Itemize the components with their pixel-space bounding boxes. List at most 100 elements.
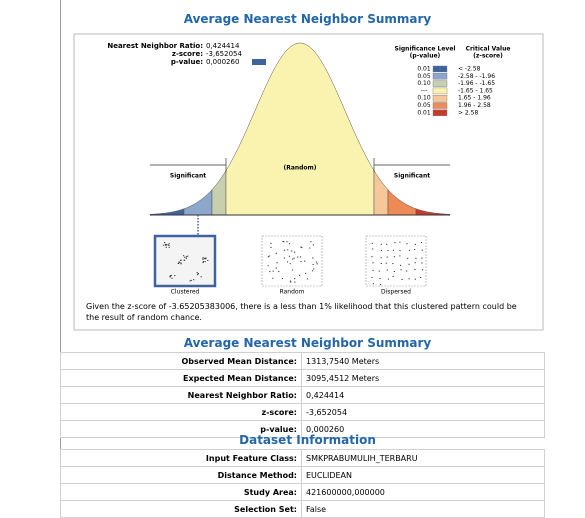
pattern-dot [294,278,295,279]
pattern-dot [379,278,380,279]
label: Study Area: [61,484,302,501]
pattern-dot [421,258,422,259]
pattern-dot [294,258,295,259]
pattern-dot [273,271,274,272]
legend-z: 1.96 - 2.58 [458,102,491,109]
pattern-dot [393,250,394,251]
legend-p: 0.05 [417,73,431,80]
pattern-dot [401,269,402,270]
pattern-dot [197,272,198,273]
value: False [302,501,545,518]
pattern-dot [372,249,373,250]
pattern-dot [381,244,382,245]
pattern-dot [168,244,169,245]
pattern-dot [284,258,285,259]
row: Expected Mean Distance:3095,4512 Meters [61,370,545,387]
pattern-dot [197,274,198,275]
curve-region [226,43,374,215]
row: Study Area:421600000,000000 [61,484,545,501]
pattern-dot [294,282,295,283]
legend-z: 1.65 - 1.96 [458,95,491,102]
stat-label: p-value: [171,58,203,66]
pattern-dot [191,280,192,281]
pattern-dot [310,241,311,242]
legend-p: 0.01 [417,109,431,116]
pattern-dot [290,281,291,282]
pattern-dot [286,241,287,242]
pattern-dot [313,269,314,270]
curve-label: Significant [394,173,430,180]
legend-header: Significance Level [395,46,456,53]
pattern-dot [407,258,408,259]
pattern-dot [276,262,277,263]
row: Selection Set:False [61,501,545,518]
pattern-dot [183,255,184,256]
pattern-dot [304,261,305,262]
pattern-box [155,236,215,286]
pattern-dot [174,275,175,276]
pattern-dot [203,261,204,262]
label: z-score: [61,404,302,421]
pattern-dot [181,260,182,261]
curve-region [150,209,184,215]
pattern-dot [381,263,382,264]
legend-header: (z-score) [473,53,503,60]
row: z-score:-3,652054 [61,404,545,421]
pattern-dot [276,253,277,254]
pattern-dot [372,262,373,263]
pattern-dot [299,275,300,276]
pattern-dot [300,261,301,262]
label: Observed Mean Distance: [61,353,302,370]
pattern-dot [373,283,374,284]
stat-value: 0,000260 [206,58,239,66]
pattern-dot [202,259,203,260]
label: Distance Method: [61,467,302,484]
legend-swatch [433,81,447,87]
pattern-dot [420,277,421,278]
label: Expected Mean Distance: [61,370,302,387]
pattern-dot [301,247,302,248]
row: Distance Method:EUCLIDEAN [61,467,545,484]
label: Nearest Neighbor Ratio: [61,387,302,404]
pattern-label: Clustered [171,289,200,296]
pattern-dot [198,273,199,274]
pattern-dot [186,256,187,257]
legend-swatch [433,95,447,101]
pattern-dot [392,263,393,264]
pattern-dot [317,263,318,264]
pattern-dot [394,242,395,243]
pattern-dot [170,276,171,277]
pattern-dot [371,277,372,278]
pattern-dot [422,250,423,251]
pattern-dot [381,257,382,258]
pattern-dot [406,243,407,244]
pattern-dot [294,252,295,253]
pattern-dot [166,247,167,248]
pattern-dot [394,256,395,257]
pattern-dot [180,263,181,264]
pattern-dot [402,279,403,280]
pattern-dot [270,247,271,248]
pattern-dot [205,258,206,259]
row: Nearest Neighbor Ratio:0,424414 [61,387,545,404]
label: Selection Set: [61,501,302,518]
pattern-dot [297,257,298,258]
curve-region [374,171,388,216]
pattern-dot [170,275,171,276]
pattern-dot [166,244,167,245]
pattern-dot [400,265,401,266]
pattern-dot [421,263,422,264]
pattern-label: Dispersed [381,289,411,296]
pattern-dot [312,270,313,271]
pattern-dot [272,278,273,279]
value: EUCLIDEAN [302,467,545,484]
pattern-dot [207,260,208,261]
graphic: Nearest Neighbor Ratio:0,424414z-score:-… [0,0,585,340]
pattern-dot [171,278,172,279]
pattern-dot [193,279,194,280]
pattern-dot [287,249,288,250]
pattern-dot [290,282,291,283]
legend-p: 0.10 [417,80,431,87]
pattern-dot [399,250,400,251]
pattern-dot [186,258,187,259]
